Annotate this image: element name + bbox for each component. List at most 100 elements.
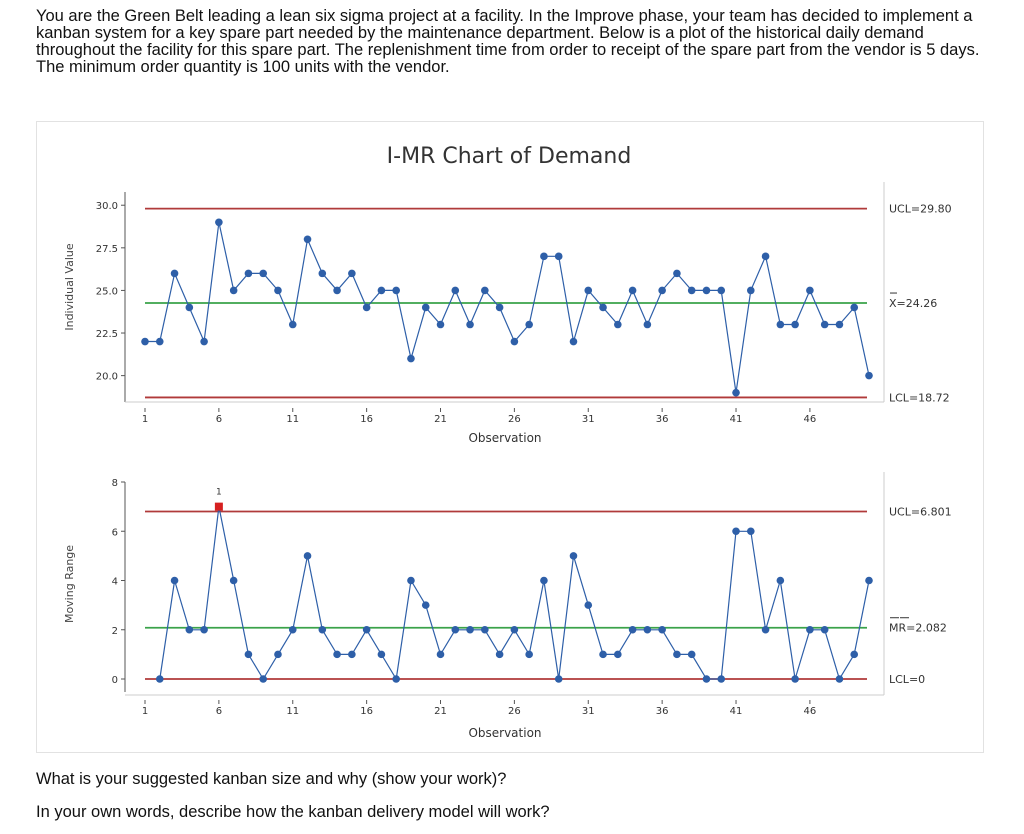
mr-x-tick-label: 46 <box>804 706 817 717</box>
mr-lcl-label: LCL=0 <box>889 673 925 686</box>
mr-point <box>348 650 356 659</box>
individual-point <box>614 320 622 329</box>
mr-point <box>599 650 607 659</box>
mr-x-label: Observation <box>468 726 541 740</box>
individual-center-label: X=24.26 <box>889 297 937 310</box>
mr-y-tick-label: 6 <box>112 527 118 538</box>
individual-point <box>599 303 607 312</box>
individual-point <box>170 269 179 278</box>
individual-point <box>820 320 829 329</box>
mr-point <box>850 650 859 659</box>
individual-y-tick-label: 27.5 <box>96 244 118 255</box>
individual-point <box>318 269 327 278</box>
mr-point <box>333 650 341 659</box>
mr-point <box>673 650 681 659</box>
mr-point <box>481 625 489 634</box>
mr-point <box>569 552 578 560</box>
mr-point <box>303 552 312 560</box>
mr-point <box>820 625 829 634</box>
mr-point-flagged <box>214 502 223 511</box>
individual-series-line <box>145 222 870 393</box>
problem-statement: You are the Green Belt leading a lean si… <box>36 7 980 76</box>
individual-point <box>850 303 859 312</box>
individual-point <box>377 286 386 295</box>
individual-point <box>244 269 253 278</box>
individual-point <box>200 337 208 346</box>
mr-x-tick-label: 6 <box>216 706 222 717</box>
individual-point <box>288 320 297 329</box>
mr-point <box>614 650 622 659</box>
question-kanban-model: In your own words, describe how the kanb… <box>36 803 550 821</box>
mr-point <box>510 625 519 634</box>
mr-x-tick-label: 36 <box>656 706 669 717</box>
individual-point <box>525 320 533 329</box>
mr-point <box>732 527 740 536</box>
individual-point <box>436 320 445 329</box>
mr-point <box>200 625 208 634</box>
mr-center-label: MR=2.082 <box>889 622 947 635</box>
imr-chart: I-MR Chart of Demand Individual Value Ob… <box>63 144 952 740</box>
mr-y-tick-label: 4 <box>112 577 118 588</box>
mr-point <box>318 625 327 634</box>
individual-point <box>481 286 489 295</box>
individual-point <box>687 286 696 295</box>
individual-point <box>185 303 194 312</box>
mr-point <box>392 675 400 683</box>
mr-point <box>362 625 371 634</box>
individual-x-tick-label: 21 <box>434 414 447 425</box>
individual-point <box>746 286 755 295</box>
mr-x-tick-label: 21 <box>434 706 447 717</box>
individual-point <box>407 354 415 363</box>
individual-point <box>229 286 238 295</box>
mr-point <box>554 675 563 683</box>
individual-ucl-label: UCL=29.80 <box>889 203 952 216</box>
individual-y-tick-label: 25.0 <box>96 286 118 297</box>
individual-point <box>628 286 637 295</box>
individual-point <box>333 286 341 295</box>
mr-point <box>377 650 386 659</box>
individual-point <box>643 320 652 329</box>
individual-lcl-label: LCL=18.72 <box>889 391 950 404</box>
mr-point <box>628 625 637 634</box>
mr-point <box>466 625 474 634</box>
individual-point <box>362 303 371 312</box>
individual-point <box>274 286 282 295</box>
mr-point <box>702 675 711 683</box>
mr-x-tick-label: 11 <box>286 706 299 717</box>
individual-x-tick-label: 16 <box>360 414 373 425</box>
individual-point <box>466 320 474 329</box>
mr-y-label: Moving Range <box>63 545 76 623</box>
mr-point <box>495 650 504 659</box>
mr-point <box>288 625 297 634</box>
mr-y-tick-label: 8 <box>112 478 118 489</box>
mr-x-tick-label: 1 <box>142 706 148 717</box>
mr-x-tick-label: 26 <box>508 706 521 717</box>
individual-point <box>554 252 563 261</box>
individual-y-tick-label: 22.5 <box>96 329 118 340</box>
mr-point <box>436 650 445 659</box>
question-kanban-size: What is your suggested kanban size and w… <box>36 770 507 788</box>
mr-point <box>421 601 430 609</box>
mr-point <box>806 625 814 634</box>
mr-point <box>835 675 844 683</box>
mr-point <box>229 576 238 585</box>
individual-point <box>732 388 740 397</box>
mr-point <box>761 625 770 634</box>
individual-point <box>806 286 814 295</box>
mr-point <box>643 625 652 634</box>
chart-title: I-MR Chart of Demand <box>387 144 632 169</box>
individual-point <box>392 286 400 295</box>
mr-point <box>540 576 548 585</box>
individual-x-tick-label: 6 <box>216 414 222 425</box>
individual-point <box>761 252 770 261</box>
mr-point <box>185 625 194 634</box>
mr-series-line <box>159 506 870 681</box>
individual-point <box>495 303 504 312</box>
mr-x-tick-label: 31 <box>582 706 595 717</box>
individual-point <box>421 303 430 312</box>
individual-point <box>215 218 223 227</box>
individual-point <box>584 286 593 295</box>
individual-x-tick-label: 31 <box>582 414 595 425</box>
individual-x-tick-label: 41 <box>730 414 743 425</box>
